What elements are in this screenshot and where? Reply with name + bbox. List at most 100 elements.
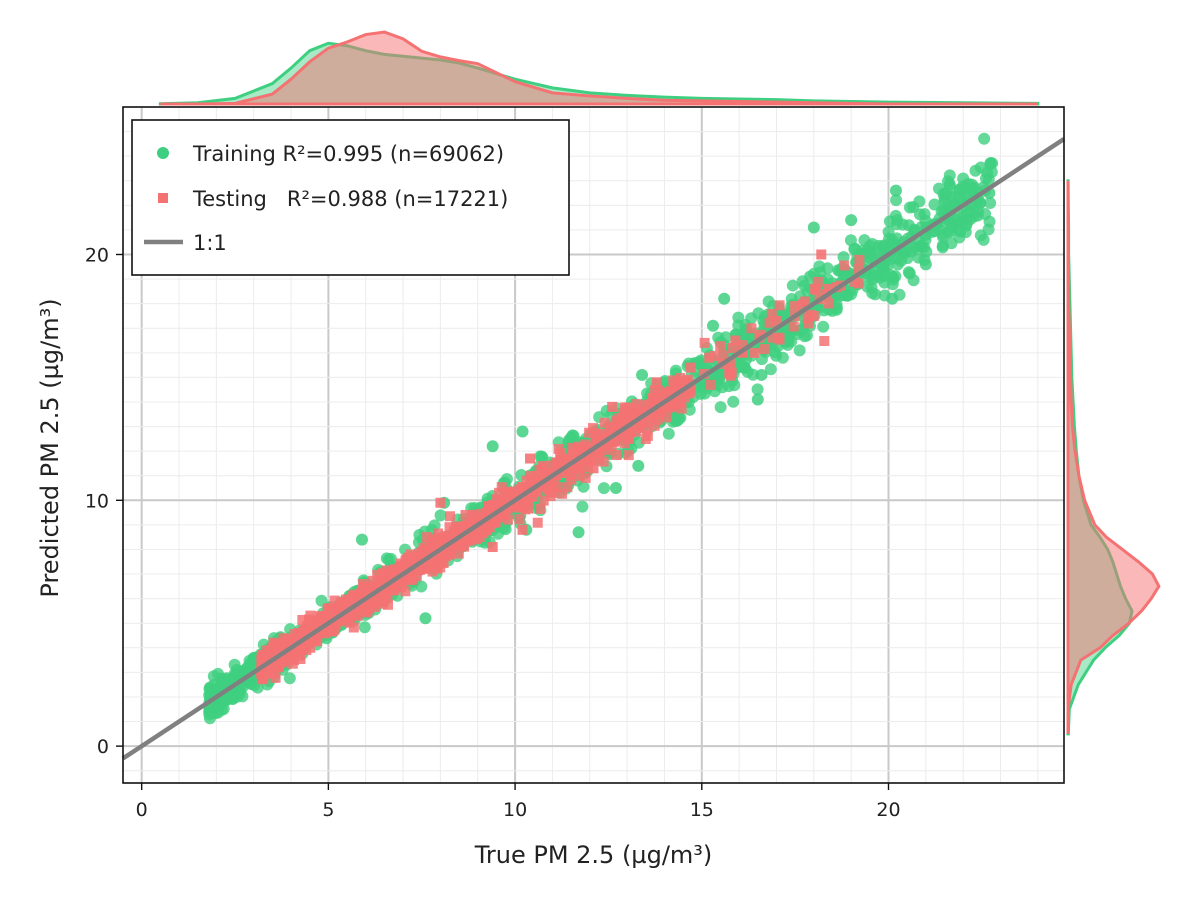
testing-point bbox=[525, 470, 536, 481]
training-point bbox=[576, 500, 589, 513]
x-tick-label: 10 bbox=[503, 799, 527, 821]
testing-point bbox=[435, 562, 446, 573]
training-point bbox=[516, 425, 529, 438]
testing-point bbox=[668, 400, 679, 411]
training-point bbox=[938, 191, 951, 204]
testing-point bbox=[336, 597, 347, 608]
training-point bbox=[907, 274, 920, 287]
testing-point bbox=[504, 492, 515, 503]
legend-one-to-one-label: 1:1 bbox=[193, 231, 227, 255]
y-tick-label: 20 bbox=[85, 244, 109, 266]
testing-point bbox=[324, 614, 335, 625]
testing-point bbox=[427, 562, 438, 573]
testing-point bbox=[588, 423, 599, 434]
training-point bbox=[718, 292, 731, 305]
training-point bbox=[883, 215, 896, 228]
training-point bbox=[974, 229, 987, 242]
testing-point bbox=[295, 654, 306, 665]
training-point bbox=[632, 459, 645, 472]
testing-point bbox=[441, 530, 452, 541]
testing-point bbox=[642, 430, 653, 441]
testing-point bbox=[580, 472, 591, 483]
training-point bbox=[727, 395, 740, 408]
testing-point bbox=[385, 583, 396, 594]
training-point bbox=[428, 519, 441, 532]
testing-point bbox=[685, 362, 696, 373]
testing-point bbox=[258, 671, 269, 682]
testing-point bbox=[567, 449, 578, 460]
training-point bbox=[572, 526, 585, 539]
testing-point bbox=[766, 309, 777, 320]
testing-point bbox=[746, 323, 757, 334]
testing-point bbox=[854, 254, 865, 265]
training-point bbox=[982, 173, 995, 186]
testing-point bbox=[514, 514, 525, 525]
testing-point bbox=[305, 610, 316, 621]
testing-point bbox=[587, 455, 598, 466]
training-point bbox=[577, 480, 590, 493]
testing-point bbox=[641, 424, 652, 435]
testing-point bbox=[451, 521, 462, 532]
testing-point bbox=[364, 603, 375, 614]
right-density-testing bbox=[1066, 180, 1161, 734]
testing-point bbox=[839, 260, 850, 271]
training-point bbox=[984, 197, 997, 210]
training-point bbox=[712, 331, 725, 344]
testing-point bbox=[699, 337, 710, 348]
training-point bbox=[933, 223, 946, 236]
testing-point bbox=[388, 564, 399, 575]
training-point bbox=[609, 482, 622, 495]
testing-point bbox=[444, 522, 455, 533]
testing-point bbox=[644, 399, 655, 410]
testing-point bbox=[767, 332, 778, 343]
testing-point bbox=[396, 563, 407, 574]
legend: Training R²=0.995 (n=69062) Testing R²=0… bbox=[131, 119, 570, 276]
testing-point bbox=[810, 285, 821, 296]
training-point bbox=[755, 368, 768, 381]
testing-point bbox=[406, 575, 417, 586]
training-point bbox=[228, 658, 241, 671]
testing-point bbox=[527, 491, 538, 502]
training-point bbox=[978, 132, 991, 145]
training-point bbox=[948, 191, 961, 204]
testing-point bbox=[348, 622, 359, 633]
testing-point bbox=[727, 343, 738, 354]
testing-point bbox=[534, 464, 545, 475]
testing-point bbox=[319, 628, 330, 639]
testing-point bbox=[808, 310, 819, 321]
training-point bbox=[890, 194, 903, 207]
testing-point bbox=[824, 298, 835, 309]
training-point bbox=[858, 234, 871, 247]
testing-point bbox=[803, 318, 814, 329]
testing-point bbox=[654, 391, 665, 402]
testing-point bbox=[422, 531, 433, 542]
testing-point bbox=[349, 589, 360, 600]
training-point bbox=[821, 262, 834, 275]
testing-point bbox=[816, 249, 827, 260]
training-point bbox=[751, 393, 764, 406]
training-point bbox=[662, 427, 675, 440]
testing-point bbox=[642, 416, 653, 427]
testing-point bbox=[433, 533, 444, 544]
testing-point bbox=[774, 300, 785, 311]
testing-point bbox=[619, 438, 630, 449]
x-tick-label: 0 bbox=[136, 799, 148, 821]
testing-point bbox=[764, 317, 775, 328]
training-point bbox=[845, 214, 858, 227]
testing-point bbox=[562, 482, 573, 493]
testing-point bbox=[594, 442, 605, 453]
testing-point bbox=[526, 478, 537, 489]
training-point bbox=[960, 219, 973, 232]
training-point bbox=[751, 383, 764, 396]
testing-point bbox=[557, 488, 568, 499]
training-point bbox=[919, 258, 932, 271]
testing-point bbox=[484, 522, 495, 533]
x-tick-label: 15 bbox=[690, 799, 714, 821]
testing-point bbox=[644, 410, 655, 421]
testing-point bbox=[399, 572, 410, 583]
x-tick-label: 5 bbox=[322, 799, 334, 821]
training-point bbox=[764, 363, 777, 376]
testing-point bbox=[377, 568, 388, 579]
testing-point bbox=[606, 436, 617, 447]
training-point bbox=[887, 273, 900, 286]
